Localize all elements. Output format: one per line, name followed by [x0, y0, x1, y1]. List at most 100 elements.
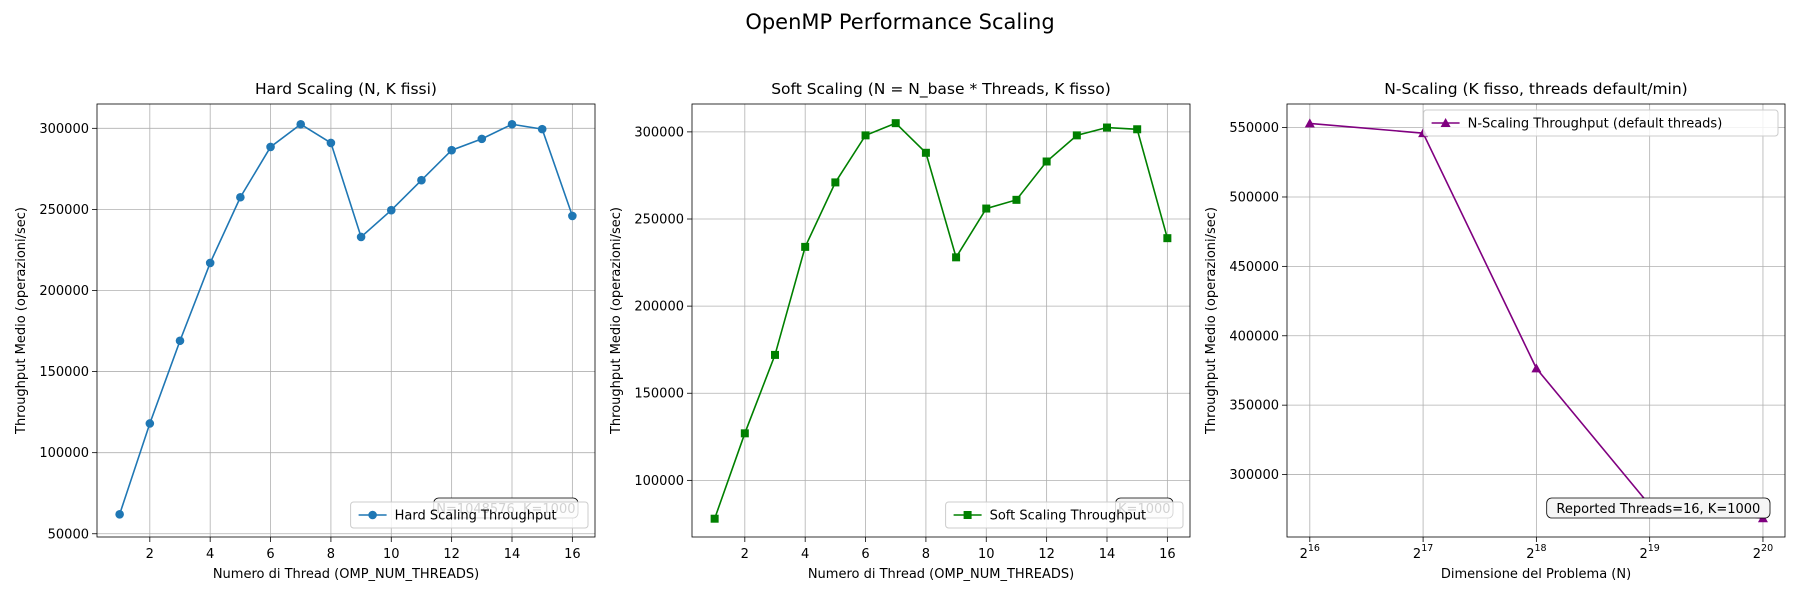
series-line	[713, 122, 1169, 519]
y-tick-label: 350000	[1229, 399, 1279, 414]
x-tick-label: 4	[206, 547, 214, 562]
data-point	[740, 429, 749, 438]
legend-label: Hard Scaling Throughput	[395, 509, 557, 524]
data-point	[710, 514, 719, 523]
data-point	[115, 509, 124, 519]
data-point	[537, 124, 547, 134]
x-tick-exponent: 18	[1534, 543, 1546, 554]
data-point	[1072, 131, 1081, 140]
panel-title: Soft Scaling (N = N_base * Threads, K fi…	[771, 80, 1111, 99]
data-point	[1531, 363, 1542, 373]
x-tick-exponent: 16	[1308, 543, 1320, 554]
x-tick-label: 6	[861, 547, 869, 562]
data-point	[1163, 234, 1172, 243]
axes-frame	[96, 103, 596, 538]
series-line	[118, 123, 574, 515]
data-point	[568, 211, 577, 221]
data-point	[1103, 123, 1111, 132]
x-tick-label: 8	[922, 547, 930, 562]
x-tick-label: 218	[1526, 543, 1546, 562]
x-tick-exponent: 17	[1421, 543, 1433, 554]
y-tick-label: 250000	[634, 213, 684, 228]
x-tick-label: 16	[564, 547, 581, 562]
y-tick-label: 300000	[39, 122, 89, 137]
x-tick-exponent: 20	[1761, 543, 1773, 554]
data-point	[447, 145, 456, 155]
annotation-box	[1546, 497, 1771, 519]
legend-marker	[963, 511, 972, 519]
x-tick-label: 12	[1038, 547, 1055, 562]
x-tick-label: 220	[1753, 543, 1773, 562]
y-tick-label: 100000	[634, 474, 684, 489]
data-point	[507, 119, 517, 129]
x-tick-label: 6	[266, 547, 274, 562]
y-tick-label: 550000	[1229, 121, 1279, 136]
legend-marker	[368, 510, 377, 520]
data-point	[771, 350, 779, 359]
data-point	[861, 131, 870, 140]
panel-title: Hard Scaling (N, K fissi)	[255, 80, 437, 98]
data-point	[145, 419, 155, 428]
figure-title: OpenMP Performance Scaling	[745, 10, 1054, 34]
x-axis-label: Dimensione del Problema (N)	[1441, 567, 1631, 582]
legend-label: N-Scaling Throughput (default threads)	[1468, 117, 1723, 132]
data-point	[266, 142, 275, 152]
y-axis-label: Throughput Medio (operazioni/sec)	[1204, 207, 1219, 435]
x-tick-label: 8	[327, 547, 335, 562]
x-tick-label: 16	[1159, 547, 1176, 562]
legend-marker	[1440, 118, 1451, 127]
x-tick-label: 10	[383, 547, 400, 562]
data-point	[386, 205, 396, 215]
y-tick-label: 150000	[634, 387, 684, 402]
x-tick-label: 2	[146, 547, 154, 562]
y-axis-label: Throughput Medio (operazioni/sec)	[609, 207, 624, 435]
data-point	[296, 119, 306, 129]
x-axis-label: Numero di Thread (OMP_NUM_THREADS)	[808, 567, 1074, 582]
data-point	[801, 242, 810, 251]
y-tick-label: 250000	[39, 203, 89, 218]
data-point	[982, 204, 991, 213]
x-tick-label: 14	[504, 547, 521, 562]
x-axis-label: Numero di Thread (OMP_NUM_THREADS)	[213, 567, 479, 582]
data-point	[417, 175, 426, 185]
x-tick-label: 4	[801, 547, 809, 562]
data-point	[1012, 195, 1021, 204]
x-tick-label: 10	[978, 547, 995, 562]
x-tick-label: 2	[741, 547, 749, 562]
axes-frame	[691, 103, 1191, 538]
x-tick-label: 217	[1413, 543, 1433, 562]
data-point	[326, 138, 336, 148]
y-tick-label: 300000	[1229, 468, 1279, 483]
x-tick-label: 219	[1639, 543, 1659, 562]
x-tick-exponent: 19	[1648, 543, 1660, 554]
y-tick-label: 400000	[1229, 329, 1279, 344]
panel-title: N-Scaling (K fisso, threads default/min)	[1384, 80, 1687, 98]
x-tick-label: 14	[1099, 547, 1116, 562]
data-point	[891, 119, 900, 128]
y-tick-label: 200000	[634, 300, 684, 315]
data-point	[952, 253, 961, 262]
data-point	[1304, 118, 1315, 128]
panel-3: 216 217 218 219 220 300000 350000 400000 450000 5…	[1204, 80, 1786, 582]
legend-box	[945, 501, 1184, 529]
panel-2: 2 4 6 8 10 12 14 16 100000 150000 200000 250000 3000…	[609, 80, 1191, 582]
x-tick-label: 216	[1300, 543, 1320, 562]
y-axis-label: Throughput Medio (operazioni/sec)	[14, 207, 29, 435]
data-point	[477, 134, 487, 144]
data-point	[1133, 125, 1142, 134]
annotation-text: Reported Threads=16, K=1000	[1556, 502, 1760, 517]
y-tick-label: 450000	[1229, 260, 1279, 275]
y-tick-label: 100000	[39, 446, 89, 461]
y-tick-label: 50000	[48, 527, 89, 542]
y-tick-label: 200000	[39, 284, 89, 299]
y-tick-label: 500000	[1229, 190, 1279, 205]
data-point	[205, 258, 215, 268]
data-point	[1042, 157, 1051, 166]
legend-label: Soft Scaling Throughput	[990, 509, 1147, 524]
x-tick-label: 12	[443, 547, 460, 562]
legend-box	[1423, 109, 1779, 137]
panel-1: 2 4 6 8 10 12 14 16 50000 100000 150000 200000 25000…	[14, 80, 596, 582]
data-point	[175, 336, 185, 346]
data-point	[236, 192, 245, 202]
axes-frame	[1286, 103, 1786, 538]
